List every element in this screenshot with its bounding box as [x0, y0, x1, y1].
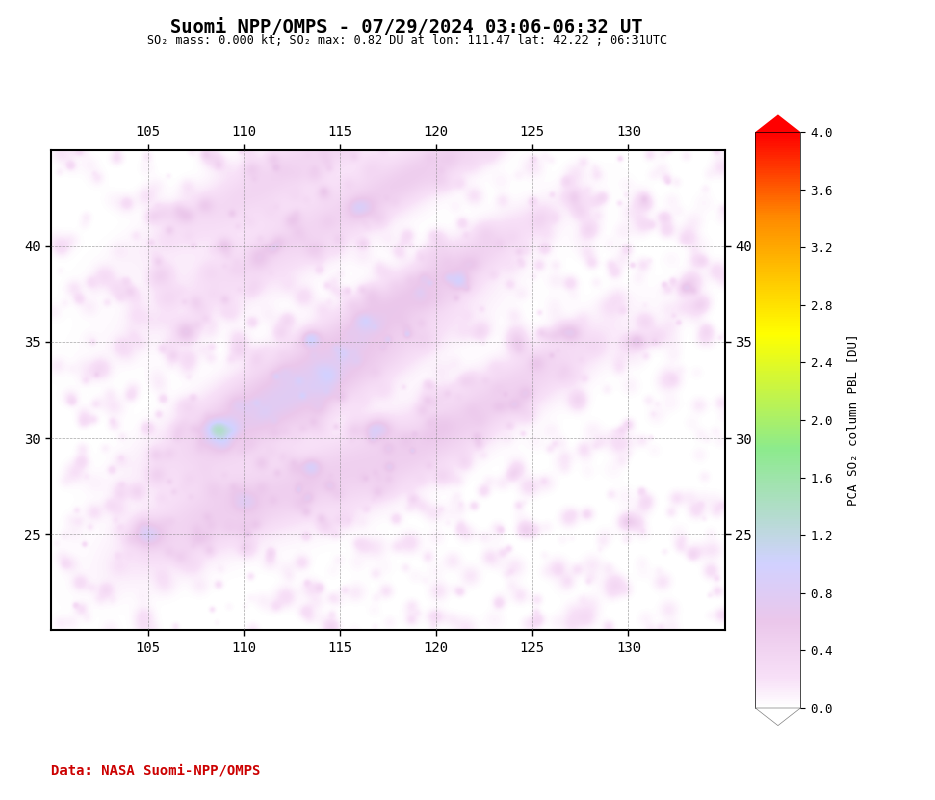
Text: SO₂ mass: 0.000 kt; SO₂ max: 0.82 DU at lon: 111.47 lat: 42.22 ; 06:31UTC: SO₂ mass: 0.000 kt; SO₂ max: 0.82 DU at … — [147, 34, 667, 47]
Text: Data: NASA Suomi-NPP/OMPS: Data: NASA Suomi-NPP/OMPS — [51, 763, 261, 778]
Text: Suomi NPP/OMPS - 07/29/2024 03:06-06:32 UT: Suomi NPP/OMPS - 07/29/2024 03:06-06:32 … — [170, 18, 643, 37]
Y-axis label: PCA SO₂ column PBL [DU]: PCA SO₂ column PBL [DU] — [846, 334, 859, 506]
